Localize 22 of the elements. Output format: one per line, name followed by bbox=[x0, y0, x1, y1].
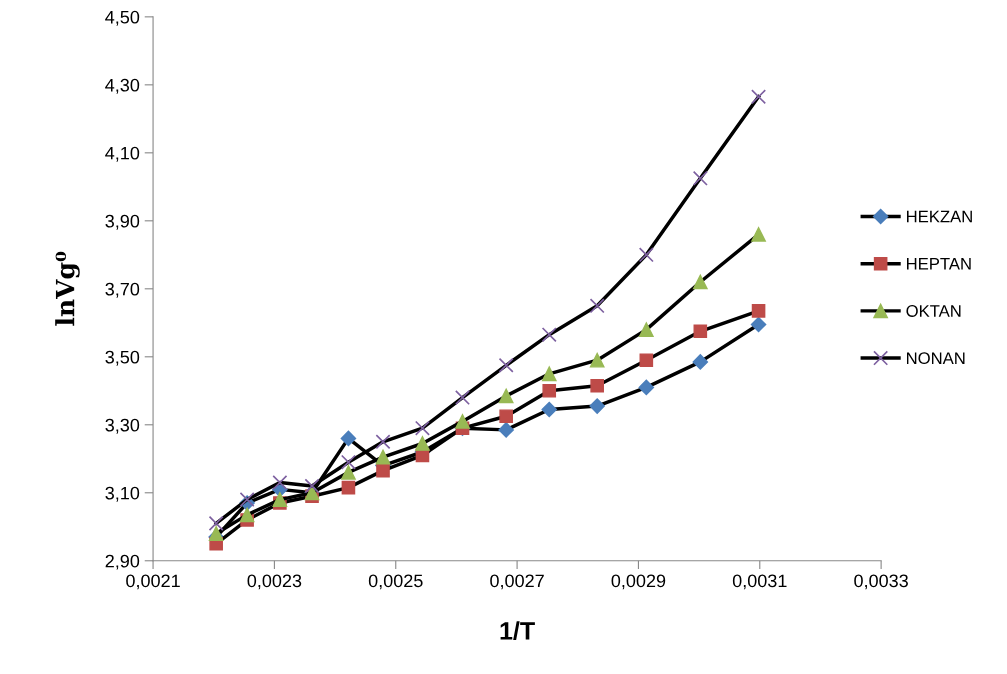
y-tick-label: 3,10 bbox=[105, 486, 140, 502]
x-tick-label: 0,0031 bbox=[732, 574, 787, 590]
y-tick-label: 4,30 bbox=[105, 78, 140, 94]
y-tick-label: 3,90 bbox=[105, 214, 140, 230]
x-tick-label: 0,0027 bbox=[490, 574, 544, 590]
y-tick-label: 2,90 bbox=[105, 554, 140, 570]
x-tick-label: 0,0025 bbox=[368, 574, 423, 590]
y-tick-label: 3,70 bbox=[105, 282, 140, 298]
x-tick-label: 0,0021 bbox=[126, 574, 180, 590]
y-tick-label: 4,10 bbox=[105, 146, 140, 162]
legend-label: HEKZAN bbox=[907, 210, 972, 223]
x-tick-label: 0,0033 bbox=[854, 574, 908, 590]
legend-label: HEPTAN bbox=[907, 258, 971, 270]
x-tick-label: 0,0029 bbox=[611, 574, 666, 590]
x-tick-label: 0,0023 bbox=[247, 574, 302, 590]
x-axis-title: 1/T bbox=[500, 621, 535, 640]
y-tick-label: 3,50 bbox=[105, 350, 140, 366]
y-axis-title: lnVg⁰ bbox=[55, 251, 80, 326]
legend-label: NONAN bbox=[907, 352, 965, 365]
legend-label: OKTAN bbox=[906, 305, 961, 317]
y-tick-label: 3,30 bbox=[105, 418, 140, 434]
y-tick-label: 4,50 bbox=[105, 10, 140, 26]
